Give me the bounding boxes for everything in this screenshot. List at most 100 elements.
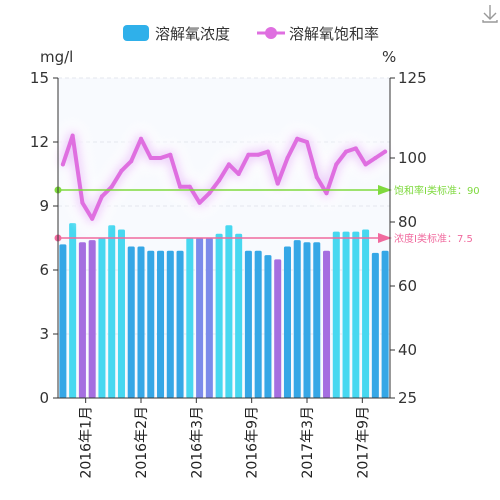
line-series-saturation (50, 122, 393, 232)
left-axis-ticks: 0 3 6 9 12 15 (30, 69, 58, 407)
bar[interactable] (196, 238, 204, 398)
bar[interactable] (352, 231, 360, 398)
mark-lines: 饱和率Ⅰ类标准：90 浓度Ⅰ类标准：7.5 (54, 184, 480, 245)
left-tick-label: 3 (39, 325, 49, 343)
mark-line-label: 饱和率Ⅰ类标准：90 (394, 184, 480, 197)
line-point[interactable] (344, 149, 349, 154)
bar[interactable] (362, 229, 370, 398)
bar[interactable] (264, 255, 272, 398)
line-path (60, 133, 388, 221)
line-point[interactable] (168, 152, 173, 157)
bar[interactable] (127, 246, 135, 398)
left-tick-label: 0 (39, 389, 49, 407)
line-point[interactable] (139, 136, 143, 141)
legend-label-saturation: 溶解氧饱和率 (289, 25, 379, 43)
bar[interactable] (293, 240, 301, 398)
bar[interactable] (157, 250, 165, 398)
line-point[interactable] (109, 184, 114, 189)
x-tick-label: 2016年3月 (189, 406, 205, 479)
bar[interactable] (332, 231, 340, 398)
line-point[interactable] (226, 162, 231, 167)
left-tick-label: 12 (30, 133, 49, 151)
bar[interactable] (98, 238, 106, 398)
line-point[interactable] (178, 184, 183, 189)
line-point[interactable] (314, 175, 319, 180)
legend-swatch-concentration (123, 25, 149, 41)
line-point[interactable] (305, 140, 309, 144)
line-point[interactable] (99, 194, 104, 199)
x-tick-label: 2017年3月 (300, 406, 316, 479)
bar[interactable] (381, 250, 389, 398)
bar[interactable] (205, 238, 213, 398)
line-point[interactable] (324, 191, 329, 196)
line-point[interactable] (353, 146, 358, 151)
line-point[interactable] (119, 168, 124, 173)
bar[interactable] (283, 246, 291, 398)
x-tick-label: 2017年9月 (355, 406, 371, 479)
line-point[interactable] (285, 156, 290, 160)
bar[interactable] (342, 231, 350, 398)
line-point[interactable] (246, 152, 251, 157)
bar[interactable] (323, 250, 331, 398)
x-tick-label: 2016年2月 (134, 406, 150, 479)
download-icon[interactable] (482, 5, 498, 23)
line-point[interactable] (363, 162, 368, 167)
line-point[interactable] (80, 200, 85, 205)
bar[interactable] (186, 238, 194, 398)
mark-line: 饱和率Ⅰ类标准：90 (54, 184, 480, 197)
line-point[interactable] (70, 133, 75, 138)
x-axis-ticks: 2016年1月 2016年2月 2016年3月 2016年9月 2017年3月 2017年… (79, 398, 371, 479)
bar[interactable] (274, 259, 282, 398)
line-point[interactable] (295, 136, 300, 141)
bar[interactable] (303, 242, 311, 398)
line-point[interactable] (60, 162, 65, 167)
bar[interactable] (371, 252, 379, 398)
line-point[interactable] (236, 172, 241, 176)
bar[interactable] (147, 250, 155, 398)
line-point[interactable] (256, 152, 261, 157)
bar[interactable] (108, 225, 116, 398)
legend-item-concentration[interactable]: 溶解氧浓度 (123, 25, 230, 43)
right-tick-label: 80 (398, 213, 417, 231)
bar-series-concentration (59, 223, 389, 398)
line-point[interactable] (158, 156, 163, 160)
bar[interactable] (244, 250, 252, 398)
legend-swatch-dot-saturation (265, 27, 277, 39)
bar[interactable] (117, 229, 125, 398)
x-tick-label: 2016年9月 (245, 406, 261, 479)
bar[interactable] (215, 233, 223, 398)
line-point[interactable] (217, 178, 222, 183)
line-point[interactable] (383, 149, 388, 154)
line-point[interactable] (129, 159, 134, 164)
bar[interactable] (313, 242, 321, 398)
left-tick-label: 6 (39, 261, 49, 279)
bar[interactable] (78, 242, 86, 398)
line-point[interactable] (275, 181, 280, 186)
line-point[interactable] (90, 216, 95, 221)
bar[interactable] (59, 244, 67, 398)
line-point[interactable] (207, 191, 212, 196)
line-point[interactable] (265, 149, 270, 154)
line-point[interactable] (334, 162, 339, 167)
right-tick-label: 60 (398, 277, 417, 295)
bar[interactable] (166, 250, 174, 398)
line-point[interactable] (148, 156, 153, 160)
bar[interactable] (137, 246, 145, 398)
bar[interactable] (235, 233, 243, 398)
right-tick-label: 125 (398, 69, 427, 87)
bar[interactable] (88, 240, 96, 398)
x-tick-label: 2016年1月 (79, 406, 95, 479)
legend-label-concentration: 溶解氧浓度 (155, 25, 230, 43)
bar[interactable] (254, 250, 262, 398)
legend-item-saturation[interactable]: 溶解氧饱和率 (257, 25, 379, 43)
bar[interactable] (225, 225, 233, 398)
legend: 溶解氧浓度 溶解氧饱和率 (123, 25, 379, 43)
right-axis-unit: % (382, 48, 396, 66)
bar[interactable] (176, 250, 184, 398)
line-point[interactable] (373, 156, 378, 160)
line-point[interactable] (197, 200, 202, 205)
bar[interactable] (69, 223, 77, 398)
mark-line-arrow-icon (378, 233, 392, 243)
line-point[interactable] (187, 184, 192, 189)
left-tick-label: 15 (30, 69, 49, 87)
